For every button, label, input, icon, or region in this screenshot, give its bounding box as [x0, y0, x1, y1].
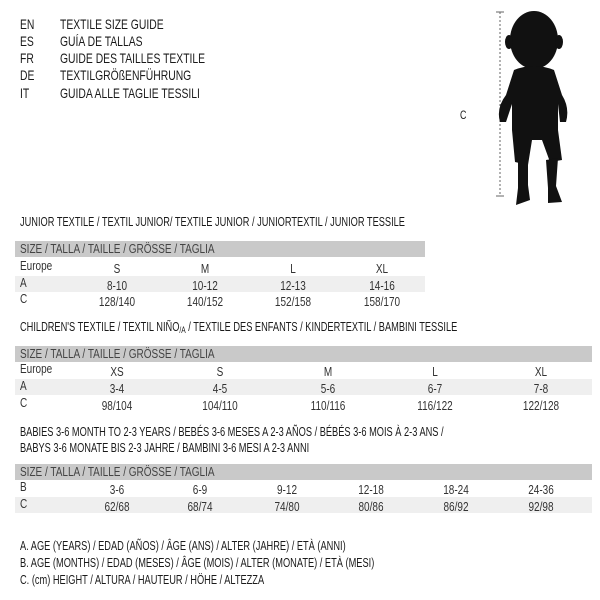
table-title-2-line2: BABYS 3-6 MONATE BIS 2-3 JAHRE / BAMBINI… — [20, 441, 310, 455]
table-cell: 62/68 — [104, 500, 130, 514]
size-header-label: SIZE / TALLA / TAILLE / GRÖSSE / TAGLIA — [20, 347, 215, 361]
table-cell: 10-12 — [192, 279, 218, 293]
table-cell: 8-10 — [106, 279, 128, 293]
table-cell: 116/122 — [417, 399, 453, 413]
table-cell: 80/86 — [358, 500, 384, 514]
size-header-band: SIZE / TALLA / TAILLE / GRÖSSE / TAGLIA — [15, 241, 425, 257]
table-cell: 9-12 — [276, 483, 298, 497]
lang-title-en: TEXTILE SIZE GUIDE — [60, 16, 164, 32]
size-header-band: SIZE / TALLA / TAILLE / GRÖSSE / TAGLIA — [15, 464, 592, 480]
table-cell: 122/128 — [522, 399, 560, 413]
table-cell: 6-9 — [192, 483, 208, 497]
table-cell: 5-6 — [320, 382, 336, 396]
table-cell: 3-6 — [109, 483, 125, 497]
row-label: Europe — [20, 362, 53, 376]
table-cell: M — [323, 365, 333, 379]
lang-code-en: EN — [20, 16, 35, 32]
row-band — [15, 379, 592, 395]
table-cell: 74/80 — [274, 500, 300, 514]
lang-title-fr: GUIDE DES TAILLES TEXTILE — [60, 50, 206, 66]
title-subscript: /A — [179, 325, 186, 335]
legend-a: A. AGE (YEARS) / EDAD (AÑOS) / ÂGE (ANS)… — [20, 539, 346, 553]
child-silhouette-icon — [496, 11, 568, 205]
table-cell: 7-8 — [533, 382, 549, 396]
table-cell: 104/110 — [202, 399, 238, 413]
size-header-label: SIZE / TALLA / TAILLE / GRÖSSE / TAGLIA — [20, 465, 215, 479]
table-cell: 12-13 — [280, 279, 306, 293]
lang-code-de: DE — [20, 67, 35, 83]
lang-title-it: GUIDA ALLE TAGLIE TESSILI — [60, 85, 200, 101]
table-cell: 140/152 — [186, 295, 224, 309]
table-title-1: CHILDREN'S TEXTILE / TEXTIL NIÑO/A / TEX… — [20, 319, 457, 338]
table-cell: 110/116 — [310, 399, 346, 413]
table-cell: 24-36 — [528, 483, 554, 497]
lang-code-fr: FR — [20, 50, 34, 66]
table-cell: XL — [534, 365, 548, 379]
lang-code-it: IT — [20, 85, 30, 101]
table-title-0: JUNIOR TEXTILE / TEXTIL JUNIOR/ TEXTILE … — [20, 215, 405, 229]
table-cell: 158/170 — [363, 295, 401, 309]
table-cell: L — [290, 262, 296, 276]
table-cell: 12-18 — [358, 483, 384, 497]
table-cell: L — [432, 365, 438, 379]
table-cell: 68/74 — [187, 500, 213, 514]
lang-title-de: TEXTILGRÖßENFÜHRUNG — [60, 67, 192, 83]
title-text-rest: / TEXTILE DES ENFANTS / KINDERTEXTIL / B… — [185, 320, 458, 334]
table-cell: M — [200, 262, 210, 276]
lang-title-es: GUÍA DE TALLAS — [60, 33, 143, 49]
table-cell: 4-5 — [212, 382, 228, 396]
table-cell: 3-4 — [109, 382, 125, 396]
row-label: C — [20, 292, 28, 306]
table-title-2: BABIES 3-6 MONTH TO 2-3 YEARS / BEBÉS 3-… — [20, 425, 444, 439]
table-cell: 18-24 — [443, 483, 469, 497]
row-band — [15, 276, 425, 292]
size-header-label: SIZE / TALLA / TAILLE / GRÖSSE / TAGLIA — [20, 242, 215, 256]
table-cell: 98/104 — [101, 399, 133, 413]
table-cell: 6-7 — [427, 382, 443, 396]
row-label: Europe — [20, 259, 53, 273]
row-label: B — [20, 480, 27, 494]
table-cell: 128/140 — [98, 295, 136, 309]
table-cell: 14-16 — [369, 279, 395, 293]
table-cell: 92/98 — [528, 500, 554, 514]
table-cell: S — [113, 262, 121, 276]
row-band — [15, 497, 592, 513]
size-header-band: SIZE / TALLA / TAILLE / GRÖSSE / TAGLIA — [15, 346, 592, 362]
table-cell: S — [216, 365, 224, 379]
legend-c: C. (cm) HEIGHT / ALTURA / HAUTEUR / HÖHE… — [20, 573, 265, 587]
table-cell: 86/92 — [443, 500, 469, 514]
lang-code-es: ES — [20, 33, 34, 49]
row-label: A — [20, 276, 27, 290]
table-cell: XL — [375, 262, 389, 276]
height-measure-label: C — [460, 108, 467, 122]
table-cell: XS — [110, 365, 124, 379]
row-label: C — [20, 497, 28, 511]
table-cell: 152/158 — [274, 295, 312, 309]
row-label: C — [20, 396, 28, 410]
title-text: CHILDREN'S TEXTILE / TEXTIL NIÑO — [20, 320, 180, 334]
row-label: A — [20, 379, 27, 393]
legend-b: B. AGE (MONTHS) / EDAD (MESES) / ÂGE (MO… — [20, 556, 375, 570]
